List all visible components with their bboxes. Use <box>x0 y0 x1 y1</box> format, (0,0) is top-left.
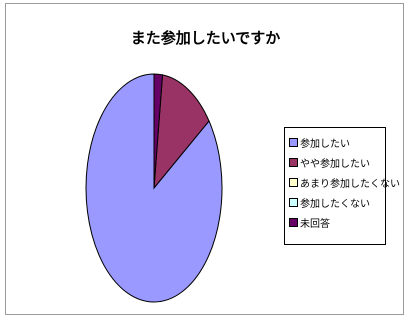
pie-slice <box>153 74 210 190</box>
legend-label: 未回答 <box>300 218 330 230</box>
legend-swatch <box>289 137 298 147</box>
legend-label: やや参加したい <box>300 158 370 170</box>
legend-label: あまり参加したくない <box>300 178 400 190</box>
legend-swatch <box>289 197 298 207</box>
legend-swatch <box>289 177 298 187</box>
legend-item: 未回答 <box>289 212 385 232</box>
legend-swatch <box>289 157 298 167</box>
legend-item: 参加したくない <box>289 192 385 212</box>
legend-item: 参加したい <box>289 132 385 152</box>
pie-slices <box>85 73 223 303</box>
pie-slice <box>85 73 223 303</box>
legend-item: やや参加したい <box>289 152 385 172</box>
legend-item: あまり参加したくない <box>289 172 400 192</box>
legend: 参加したい やや参加したい あまり参加したくない 参加したくない 未回答 <box>284 127 400 245</box>
chart-title: また参加したいですか <box>130 29 281 47</box>
legend-swatch <box>289 217 298 227</box>
pie-slice <box>153 73 164 189</box>
legend-label: 参加したい <box>300 138 350 150</box>
legend-label: 参加したくない <box>300 198 370 210</box>
